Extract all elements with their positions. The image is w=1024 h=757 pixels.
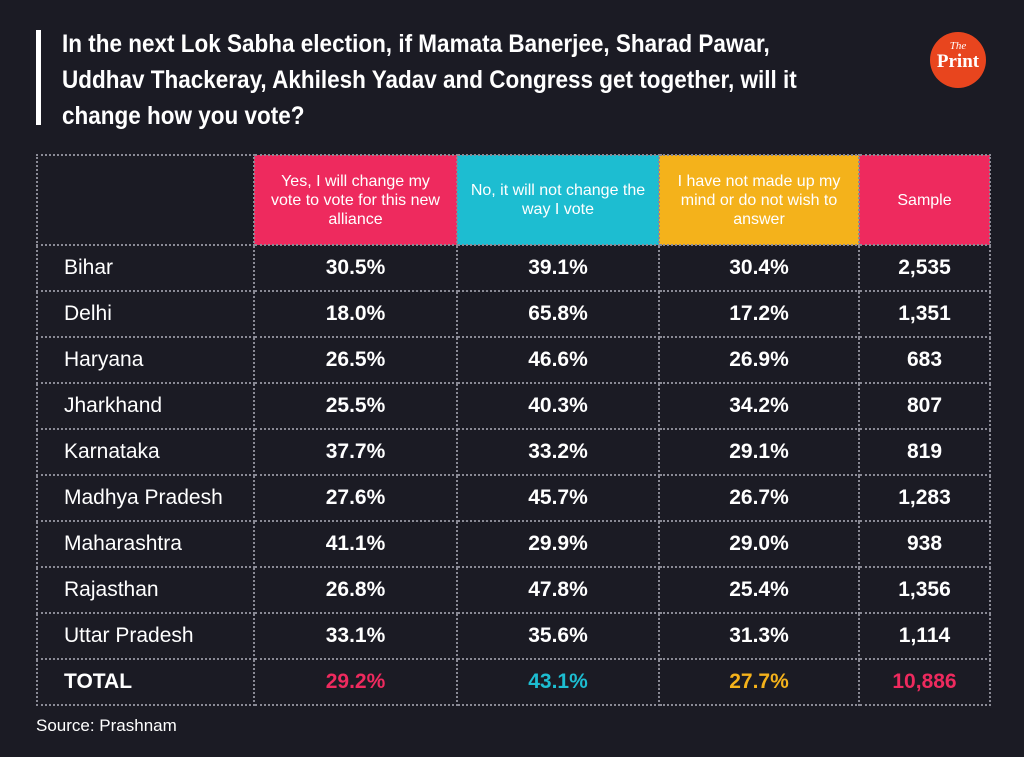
table-row: Jharkhand 25.5% 40.3% 34.2% 807 (36, 382, 991, 430)
sample-value: 938 (858, 520, 991, 568)
logo-the: The (949, 40, 967, 52)
table-row: Rajasthan 26.8% 47.8% 25.4% 1,356 (36, 566, 991, 614)
header-no-label: No, it will not change the way I vote (470, 182, 646, 218)
yes-value: 25.5% (253, 382, 458, 430)
state-name: Karnataka (36, 428, 255, 476)
undecided-value: 26.9% (658, 336, 860, 384)
sample-value: 1,114 (858, 612, 991, 660)
undecided-value: 25.4% (658, 566, 860, 614)
yes-value: 26.8% (253, 566, 458, 614)
header-sample-label: Sample (897, 191, 952, 209)
undecided-value: 34.2% (658, 382, 860, 430)
logo-print: Print (936, 51, 980, 72)
no-value: 33.2% (456, 428, 660, 476)
results-table: Yes, I will change my vote to vote for t… (36, 154, 991, 706)
yes-value: 26.5% (253, 336, 458, 384)
sample-value: 1,356 (858, 566, 991, 614)
no-value: 47.8% (456, 566, 660, 614)
no-value: 65.8% (456, 290, 660, 338)
undecided-value: 30.4% (658, 244, 860, 292)
table-row: Bihar 30.5% 39.1% 30.4% 2,535 (36, 244, 991, 292)
yes-value: 33.1% (253, 612, 458, 660)
state-name: Haryana (36, 336, 255, 384)
header-yes: Yes, I will change my vote to vote for t… (253, 154, 458, 246)
yes-value: 30.5% (253, 244, 458, 292)
state-name: Rajasthan (36, 566, 255, 614)
total-sample-value: 10,886 (858, 658, 991, 706)
total-no-value: 43.1% (456, 658, 660, 706)
undecided-value: 29.0% (658, 520, 860, 568)
undecided-value: 17.2% (658, 290, 860, 338)
state-name: Bihar (36, 244, 255, 292)
header-yes-label: Yes, I will change my vote to vote for t… (271, 172, 440, 228)
state-name: Delhi (36, 290, 255, 338)
table-row: Maharashtra 41.1% 29.9% 29.0% 938 (36, 520, 991, 568)
header-row: Yes, I will change my vote to vote for t… (36, 154, 991, 246)
total-undecided-value: 27.7% (658, 658, 860, 706)
sample-value: 1,283 (858, 474, 991, 522)
undecided-value: 29.1% (658, 428, 860, 476)
chart-title: In the next Lok Sabha election, if Mamat… (62, 30, 797, 130)
state-name: Maharashtra (36, 520, 255, 568)
no-value: 35.6% (456, 612, 660, 660)
undecided-value: 26.7% (658, 474, 860, 522)
title-accent-bar (36, 30, 41, 125)
total-yes-value: 29.2% (253, 658, 458, 706)
yes-value: 27.6% (253, 474, 458, 522)
undecided-value: 31.3% (658, 612, 860, 660)
no-value: 39.1% (456, 244, 660, 292)
sample-value: 1,351 (858, 290, 991, 338)
table-row: Madhya Pradesh 27.6% 45.7% 26.7% 1,283 (36, 474, 991, 522)
table-row: Uttar Pradesh 33.1% 35.6% 31.3% 1,114 (36, 612, 991, 660)
header-undecided-label: I have not made up my mind or do not wis… (677, 172, 841, 228)
no-value: 46.6% (456, 336, 660, 384)
state-name: Jharkhand (36, 382, 255, 430)
source-note: Source: Prashnam (36, 716, 177, 735)
sample-value: 819 (858, 428, 991, 476)
header-undecided: I have not made up my mind or do not wis… (658, 154, 860, 246)
header-no: No, it will not change the way I vote (456, 154, 660, 246)
table-row: Haryana 26.5% 46.6% 26.9% 683 (36, 336, 991, 384)
table-row: Delhi 18.0% 65.8% 17.2% 1,351 (36, 290, 991, 338)
yes-value: 41.1% (253, 520, 458, 568)
state-name: Madhya Pradesh (36, 474, 255, 522)
header-blank-cell (36, 154, 255, 246)
state-name: Uttar Pradesh (36, 612, 255, 660)
sample-value: 2,535 (858, 244, 991, 292)
no-value: 45.7% (456, 474, 660, 522)
total-label: TOTAL (36, 658, 255, 706)
theprint-logo: The Print (930, 32, 986, 88)
sample-value: 683 (858, 336, 991, 384)
yes-value: 37.7% (253, 428, 458, 476)
no-value: 40.3% (456, 382, 660, 430)
table-row: Karnataka 37.7% 33.2% 29.1% 819 (36, 428, 991, 476)
header-sample: Sample (858, 154, 991, 246)
sample-value: 807 (858, 382, 991, 430)
no-value: 29.9% (456, 520, 660, 568)
yes-value: 18.0% (253, 290, 458, 338)
total-row: TOTAL 29.2% 43.1% 27.7% 10,886 (36, 658, 991, 706)
